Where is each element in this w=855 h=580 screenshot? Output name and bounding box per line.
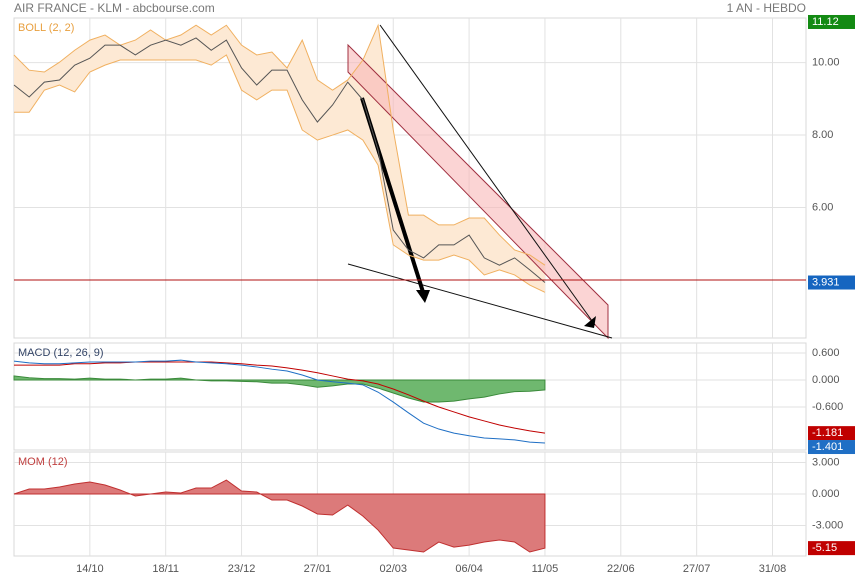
x-tick-label: 31/08 — [759, 563, 787, 575]
x-tick-label: 06/04 — [455, 563, 483, 575]
signal-line — [14, 361, 546, 434]
upper-band — [13, 23, 546, 266]
badge-label: -5.15 — [812, 542, 837, 554]
trend-drawings — [347, 24, 613, 340]
badge-label: -1.181 — [812, 427, 843, 439]
lower-band — [14, 54, 546, 293]
trend-line — [347, 263, 613, 339]
macd-line — [13, 359, 545, 444]
price-panel — [13, 17, 807, 339]
momentum-area — [13, 479, 546, 553]
y-tick-label: -0.600 — [812, 401, 843, 413]
legend: MACD (12, 26, 9) — [18, 347, 104, 359]
y-tick-label: 0.600 — [812, 347, 840, 359]
badge — [808, 541, 855, 556]
x-tick-label: 27/07 — [683, 563, 711, 575]
x-tick-label: 14/10 — [76, 563, 104, 575]
badge — [808, 440, 855, 455]
macd-panel — [13, 342, 807, 451]
band — [14, 25, 545, 293]
x-tick-label: 11/05 — [532, 563, 559, 575]
badge — [808, 275, 855, 290]
badge-label: 3.931 — [812, 276, 840, 288]
y-tick-label: 10.00 — [812, 56, 840, 68]
histogram — [13, 375, 546, 403]
y-tick-label: 3.000 — [812, 456, 840, 468]
period: 1 AN - HEBDO — [727, 1, 806, 15]
chart-title: AIR FRANCE - KLM - abcbourse.com — [14, 1, 215, 15]
y-tick-label: -3.000 — [812, 519, 843, 531]
badge — [808, 14, 855, 29]
x-tick-label: 22/06 — [607, 563, 635, 575]
channel — [347, 43, 609, 340]
arrow-head — [584, 316, 596, 328]
x-tick-label: 18/11 — [152, 563, 179, 575]
trend-line — [379, 24, 596, 326]
mom-panel — [13, 451, 807, 557]
badge-label: -1.401 — [812, 441, 843, 453]
x-tick-label: 23/12 — [228, 563, 256, 575]
close-line — [13, 37, 546, 283]
legend: MOM (12) — [18, 456, 68, 468]
badge — [808, 426, 855, 441]
y-tick-label: 0.000 — [812, 374, 840, 386]
y-tick-label: 0.000 — [812, 488, 840, 500]
x-tick-label: 27/01 — [304, 563, 332, 575]
x-tick-label: 02/03 — [379, 563, 407, 575]
y-tick-label: 8.00 — [812, 129, 833, 141]
arrow-head — [416, 290, 430, 303]
badge-label: 11.12 — [812, 16, 839, 28]
y-tick-label: 6.00 — [812, 201, 833, 213]
legend: BOLL (2, 2) — [18, 22, 74, 34]
